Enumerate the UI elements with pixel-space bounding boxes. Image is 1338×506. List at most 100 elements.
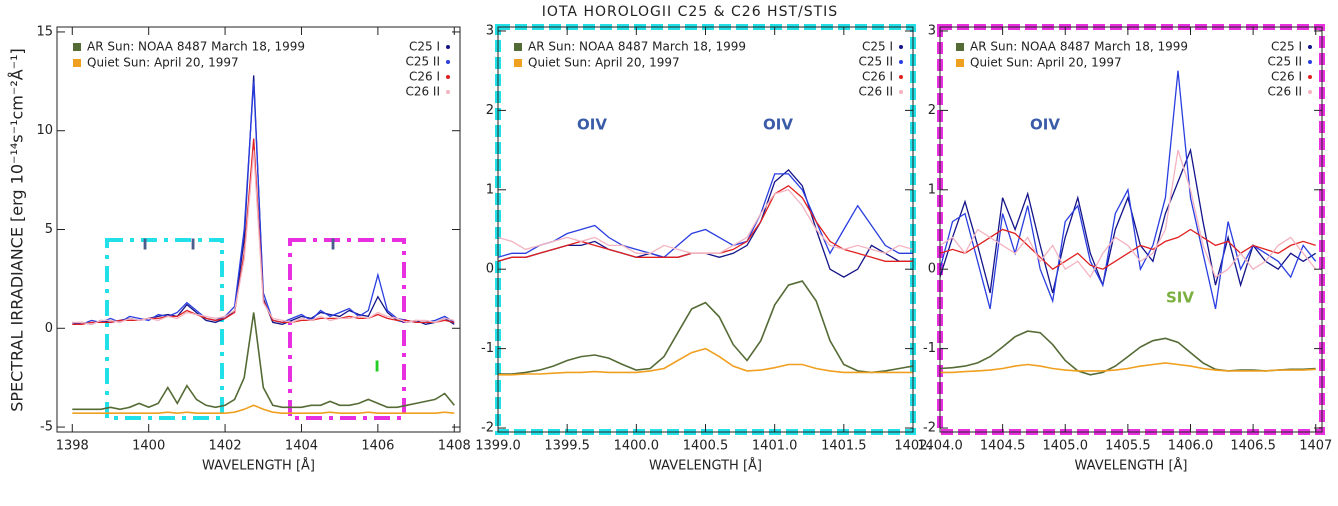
y-tick-label: -2 bbox=[481, 421, 494, 436]
x-axis-label: WAVELENGTH [Å] bbox=[649, 458, 762, 474]
x-tick-label: 1399.0 bbox=[475, 439, 521, 454]
y-tick-label: 3 bbox=[486, 23, 494, 38]
legend-swatch bbox=[73, 43, 81, 51]
x-tick-label: 1404.5 bbox=[980, 439, 1026, 454]
x-tick-label: 1400 bbox=[132, 439, 165, 454]
region-box bbox=[288, 238, 406, 420]
spectrum-line bbox=[940, 70, 1317, 310]
x-tick-label: 1400.0 bbox=[614, 439, 660, 454]
legend-label: C25 II bbox=[1267, 55, 1302, 69]
legend-label: AR Sun: NOAA 8487 March 18, 1999 bbox=[528, 40, 746, 54]
annotation: OIV bbox=[1030, 116, 1060, 134]
spectrum-line bbox=[498, 173, 913, 259]
spectrum-line bbox=[940, 228, 1316, 271]
legend-dot bbox=[899, 90, 903, 94]
x-tick-label: 1399.5 bbox=[544, 439, 590, 454]
y-tick-label: 1 bbox=[928, 182, 936, 197]
legend-swatch bbox=[956, 43, 964, 51]
y-tick-label: 0 bbox=[486, 262, 494, 277]
legend-dot bbox=[1308, 90, 1312, 94]
legend-label: Quiet Sun: April 20, 1997 bbox=[970, 56, 1122, 70]
legend-label: C25 II bbox=[405, 55, 440, 69]
x-tick-label: 1406 bbox=[361, 439, 394, 454]
x-tick-label: 1401.0 bbox=[752, 439, 798, 454]
annotation: I bbox=[142, 236, 148, 254]
y-tick-label: 2 bbox=[928, 103, 936, 118]
x-tick-label: 1398 bbox=[56, 439, 89, 454]
spectrum-line bbox=[72, 312, 455, 411]
spectrum-line bbox=[940, 149, 1317, 279]
annotation: SIV bbox=[1166, 289, 1194, 307]
y-tick-label: 3 bbox=[928, 23, 936, 38]
annotation: I bbox=[190, 236, 196, 254]
y-tick-label: 15 bbox=[36, 24, 53, 39]
spectrum-line bbox=[72, 150, 455, 325]
axes-frame bbox=[939, 26, 1323, 433]
x-tick-label: 1405.5 bbox=[1105, 439, 1151, 454]
spectrum-line bbox=[940, 147, 1317, 294]
legend-label: C26 II bbox=[405, 85, 440, 99]
annotation: I bbox=[330, 236, 336, 254]
y-tick-label: -5 bbox=[40, 420, 53, 435]
x-tick-label: 1400.5 bbox=[683, 439, 729, 454]
legend-label: C25 I bbox=[1271, 40, 1302, 54]
legend-label: C26 II bbox=[1267, 85, 1302, 99]
legend-label: C25 II bbox=[858, 55, 893, 69]
spectrum-line bbox=[72, 81, 455, 325]
annotation: OIV bbox=[577, 116, 607, 134]
spectrum-line bbox=[498, 347, 913, 376]
x-axis-label: WAVELENGTH [Å] bbox=[202, 458, 315, 474]
y-tick-label: 5 bbox=[45, 222, 53, 237]
y-tick-label: -1 bbox=[481, 341, 494, 356]
legend-label: C26 I bbox=[1271, 70, 1302, 84]
legend-label: C26 II bbox=[858, 85, 893, 99]
spectrum-line bbox=[498, 280, 913, 375]
x-tick-label: 1402. bbox=[894, 439, 931, 454]
legend-dot bbox=[446, 60, 450, 64]
x-tick-label: 1405.0 bbox=[1042, 439, 1088, 454]
annotation: I bbox=[374, 358, 380, 376]
x-axis-label: WAVELENGTH [Å] bbox=[1075, 458, 1188, 474]
spectrum-line bbox=[498, 189, 913, 254]
spectrum-line bbox=[498, 168, 913, 278]
legend-label: C26 I bbox=[409, 70, 440, 84]
y-tick-label: -2 bbox=[923, 421, 936, 436]
y-tick-label: 10 bbox=[36, 123, 53, 138]
region-box bbox=[105, 238, 224, 420]
legend-swatch bbox=[514, 43, 522, 51]
figure-title: IOTA HOROLOGII C25 & C26 HST/STIS bbox=[542, 4, 838, 20]
legend-label: Quiet Sun: April 20, 1997 bbox=[528, 56, 680, 70]
legend-label: Quiet Sun: April 20, 1997 bbox=[87, 56, 239, 70]
legend-label: AR Sun: NOAA 8487 March 18, 1999 bbox=[970, 40, 1188, 54]
legend-dot bbox=[1308, 45, 1312, 49]
legend-dot bbox=[446, 90, 450, 94]
x-tick-label: 1402 bbox=[209, 439, 242, 454]
x-tick-label: 1406.0 bbox=[1168, 439, 1214, 454]
x-tick-label: 1404 bbox=[285, 439, 318, 454]
spectrum-line bbox=[940, 362, 1316, 374]
y-tick-label: -1 bbox=[923, 341, 936, 356]
annotation: OIV bbox=[763, 116, 793, 134]
x-tick-label: 1404.0 bbox=[917, 439, 963, 454]
x-tick-label: 1406.5 bbox=[1230, 439, 1276, 454]
spectrum-line bbox=[498, 185, 913, 262]
legend-dot bbox=[446, 75, 450, 79]
legend-dot bbox=[899, 60, 903, 64]
legend-swatch bbox=[514, 59, 522, 67]
legend-dot bbox=[1308, 60, 1312, 64]
y-tick-label: 1 bbox=[486, 182, 494, 197]
legend-label: AR Sun: NOAA 8487 March 18, 1999 bbox=[87, 40, 305, 54]
legend-dot bbox=[446, 45, 450, 49]
y-tick-label: 0 bbox=[928, 262, 936, 277]
legend-dot bbox=[1308, 75, 1312, 79]
legend-dot bbox=[899, 75, 903, 79]
y-tick-label: 2 bbox=[486, 103, 494, 118]
x-tick-label: 1408 bbox=[438, 439, 471, 454]
legend-label: C26 I bbox=[862, 70, 893, 84]
legend-swatch bbox=[73, 59, 81, 67]
legend-label: C25 I bbox=[862, 40, 893, 54]
y-axis-label: SPECTRAL IRRADIANCE [erg 10⁻¹⁴s⁻¹cm⁻²Å⁻¹… bbox=[8, 48, 27, 412]
x-tick-label: 1401.5 bbox=[821, 439, 867, 454]
x-tick-label: 1407 bbox=[1299, 439, 1332, 454]
